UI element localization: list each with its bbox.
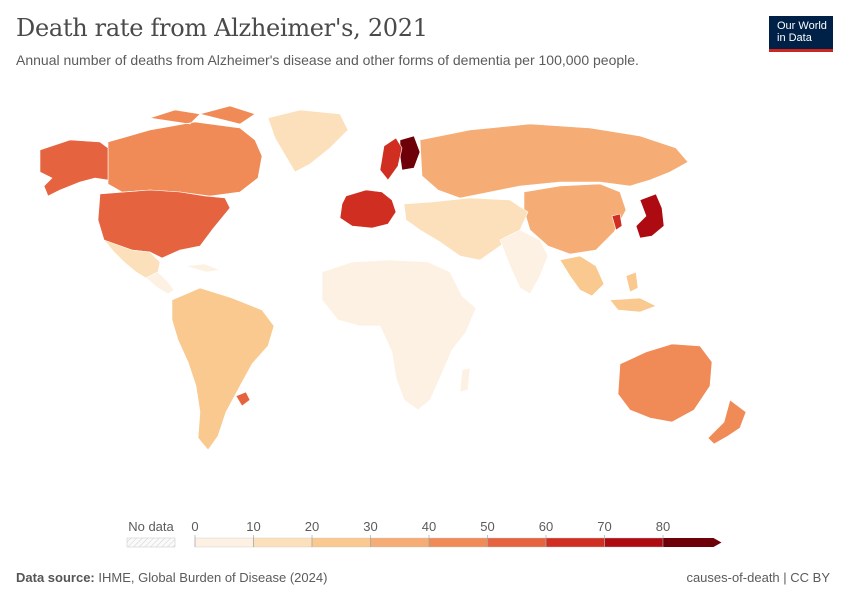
legend-tick-label: 70 <box>597 519 611 534</box>
country-china[interactable] <box>523 183 627 255</box>
logo-line-2: in Data <box>777 32 812 44</box>
legend-tick-label: 50 <box>480 519 494 534</box>
map-legend: No data 0 10 20 30 40 50 60 70 80 <box>126 519 722 548</box>
country-uruguay[interactable] <box>235 391 251 407</box>
license-text[interactable]: causes-of-death | CC BY <box>686 570 830 585</box>
country-western-europe[interactable] <box>339 189 397 229</box>
data-source-text[interactable]: IHME, Global Burden of Disease (2024) <box>98 570 328 585</box>
legend-bin-50-60[interactable] <box>487 537 547 548</box>
country-central-america-caribbean[interactable] <box>145 263 221 295</box>
country-middle-east-central-asia[interactable] <box>403 197 529 261</box>
country-south-korea[interactable] <box>611 213 623 231</box>
world-map[interactable] <box>0 100 850 510</box>
country-greenland[interactable] <box>267 109 349 173</box>
legend-tick-label: 0 <box>191 519 198 534</box>
country-sweden[interactable] <box>379 137 403 181</box>
country-southeast-asia[interactable] <box>559 255 657 313</box>
owid-logo[interactable]: Our World in Data <box>769 16 833 52</box>
logo-line-1: Our World <box>777 20 827 32</box>
country-africa[interactable] <box>321 259 477 411</box>
legend-bin-80-plus[interactable] <box>663 538 722 547</box>
legend-tick-label: 40 <box>422 519 436 534</box>
legend-tick-label: 80 <box>656 519 670 534</box>
legend-no-data-label: No data <box>128 519 174 534</box>
legend-bin-40-50[interactable] <box>428 537 488 548</box>
country-canada[interactable] <box>107 105 263 197</box>
country-russia[interactable] <box>419 123 689 199</box>
chart-subtitle: Annual number of deaths from Alzheimer's… <box>16 52 639 68</box>
legend-tick-label: 60 <box>539 519 553 534</box>
country-finland[interactable] <box>399 135 421 171</box>
country-japan[interactable] <box>635 193 665 239</box>
legend-bin-20-30[interactable] <box>311 537 371 548</box>
country-india-south-asia[interactable] <box>499 229 549 295</box>
legend-no-data-swatch <box>126 537 176 548</box>
country-australia[interactable] <box>617 343 713 423</box>
data-source: Data source: IHME, Global Burden of Dise… <box>16 570 327 585</box>
data-source-label: Data source: <box>16 570 95 585</box>
country-south-america[interactable] <box>171 287 275 451</box>
legend-bin-70-80[interactable] <box>604 537 664 548</box>
legend-tick-label: 20 <box>305 519 319 534</box>
country-new-zealand[interactable] <box>707 399 747 445</box>
chart-title: Death rate from Alzheimer's, 2021 <box>16 14 428 42</box>
legend-tick-label: 30 <box>363 519 377 534</box>
legend-bin-30-40[interactable] <box>370 537 430 548</box>
legend-bin-0-10[interactable] <box>194 537 254 548</box>
legend-bin-10-20[interactable] <box>253 537 313 548</box>
legend-bin-60-70[interactable] <box>545 537 605 548</box>
country-alaska[interactable] <box>39 139 109 197</box>
legend-tick-label: 10 <box>246 519 260 534</box>
